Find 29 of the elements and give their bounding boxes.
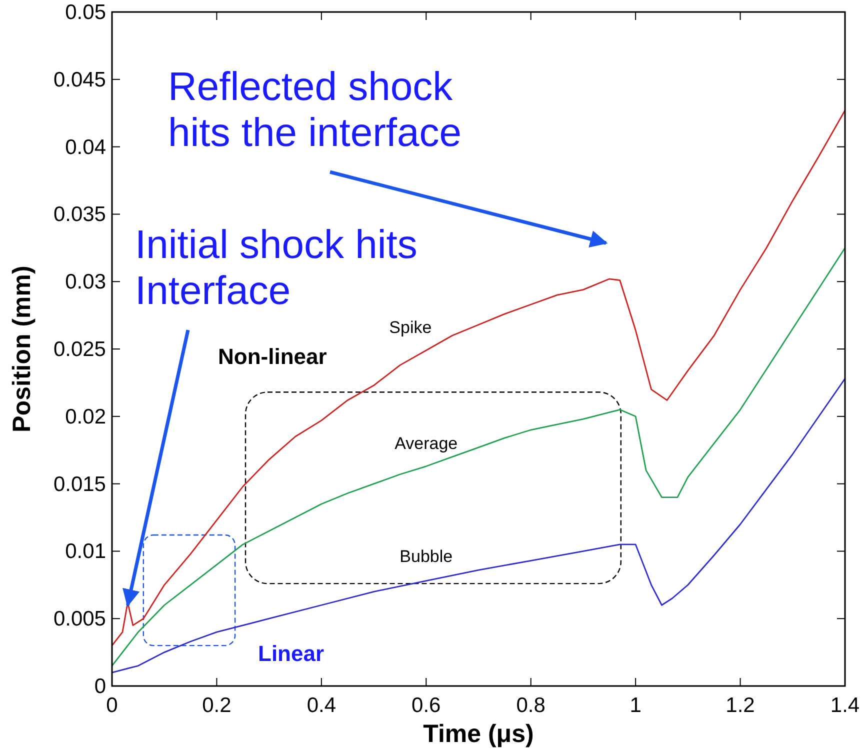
annotation: Reflected shock hits the interface bbox=[168, 65, 462, 155]
y-tick-label: 0.04 bbox=[65, 136, 106, 159]
x-tick-label: 1 bbox=[630, 694, 642, 717]
x-tick-label: 1.4 bbox=[830, 694, 860, 717]
y-tick-label: 0 bbox=[94, 675, 106, 698]
series-label: Spike bbox=[389, 318, 432, 337]
y-tick-label: 0.045 bbox=[53, 68, 106, 92]
y-tick-label: 0.015 bbox=[53, 472, 106, 496]
y-tick-label: 0.025 bbox=[53, 338, 106, 361]
y-tick-label: 0.02 bbox=[65, 405, 106, 428]
y-tick-label: 0.035 bbox=[53, 203, 106, 226]
x-tick-label: 1.2 bbox=[726, 694, 755, 717]
x-tick-label: 0.4 bbox=[306, 694, 336, 717]
x-tick-label: 0.8 bbox=[516, 694, 546, 717]
series-label: Average bbox=[394, 434, 458, 453]
series-label: Bubble bbox=[400, 546, 453, 566]
y-tick-label: 0.01 bbox=[65, 540, 106, 564]
x-tick-label: 0.6 bbox=[412, 694, 441, 717]
y-tick-label: 0.05 bbox=[65, 1, 106, 24]
x-axis-title: Time (μs) bbox=[423, 720, 534, 748]
line-series bbox=[111, 378, 846, 674]
y-tick-label: 0.005 bbox=[53, 608, 106, 631]
annotation: Linear bbox=[258, 641, 324, 666]
y-axis-title: Position (mm) bbox=[8, 266, 36, 432]
y-tick-label: 0.03 bbox=[65, 270, 106, 294]
annotation: Initial shock hits Interface bbox=[135, 223, 418, 313]
line-series bbox=[111, 110, 846, 646]
annotation: Non-linear bbox=[218, 344, 328, 369]
x-tick-label: 0.2 bbox=[202, 694, 232, 717]
